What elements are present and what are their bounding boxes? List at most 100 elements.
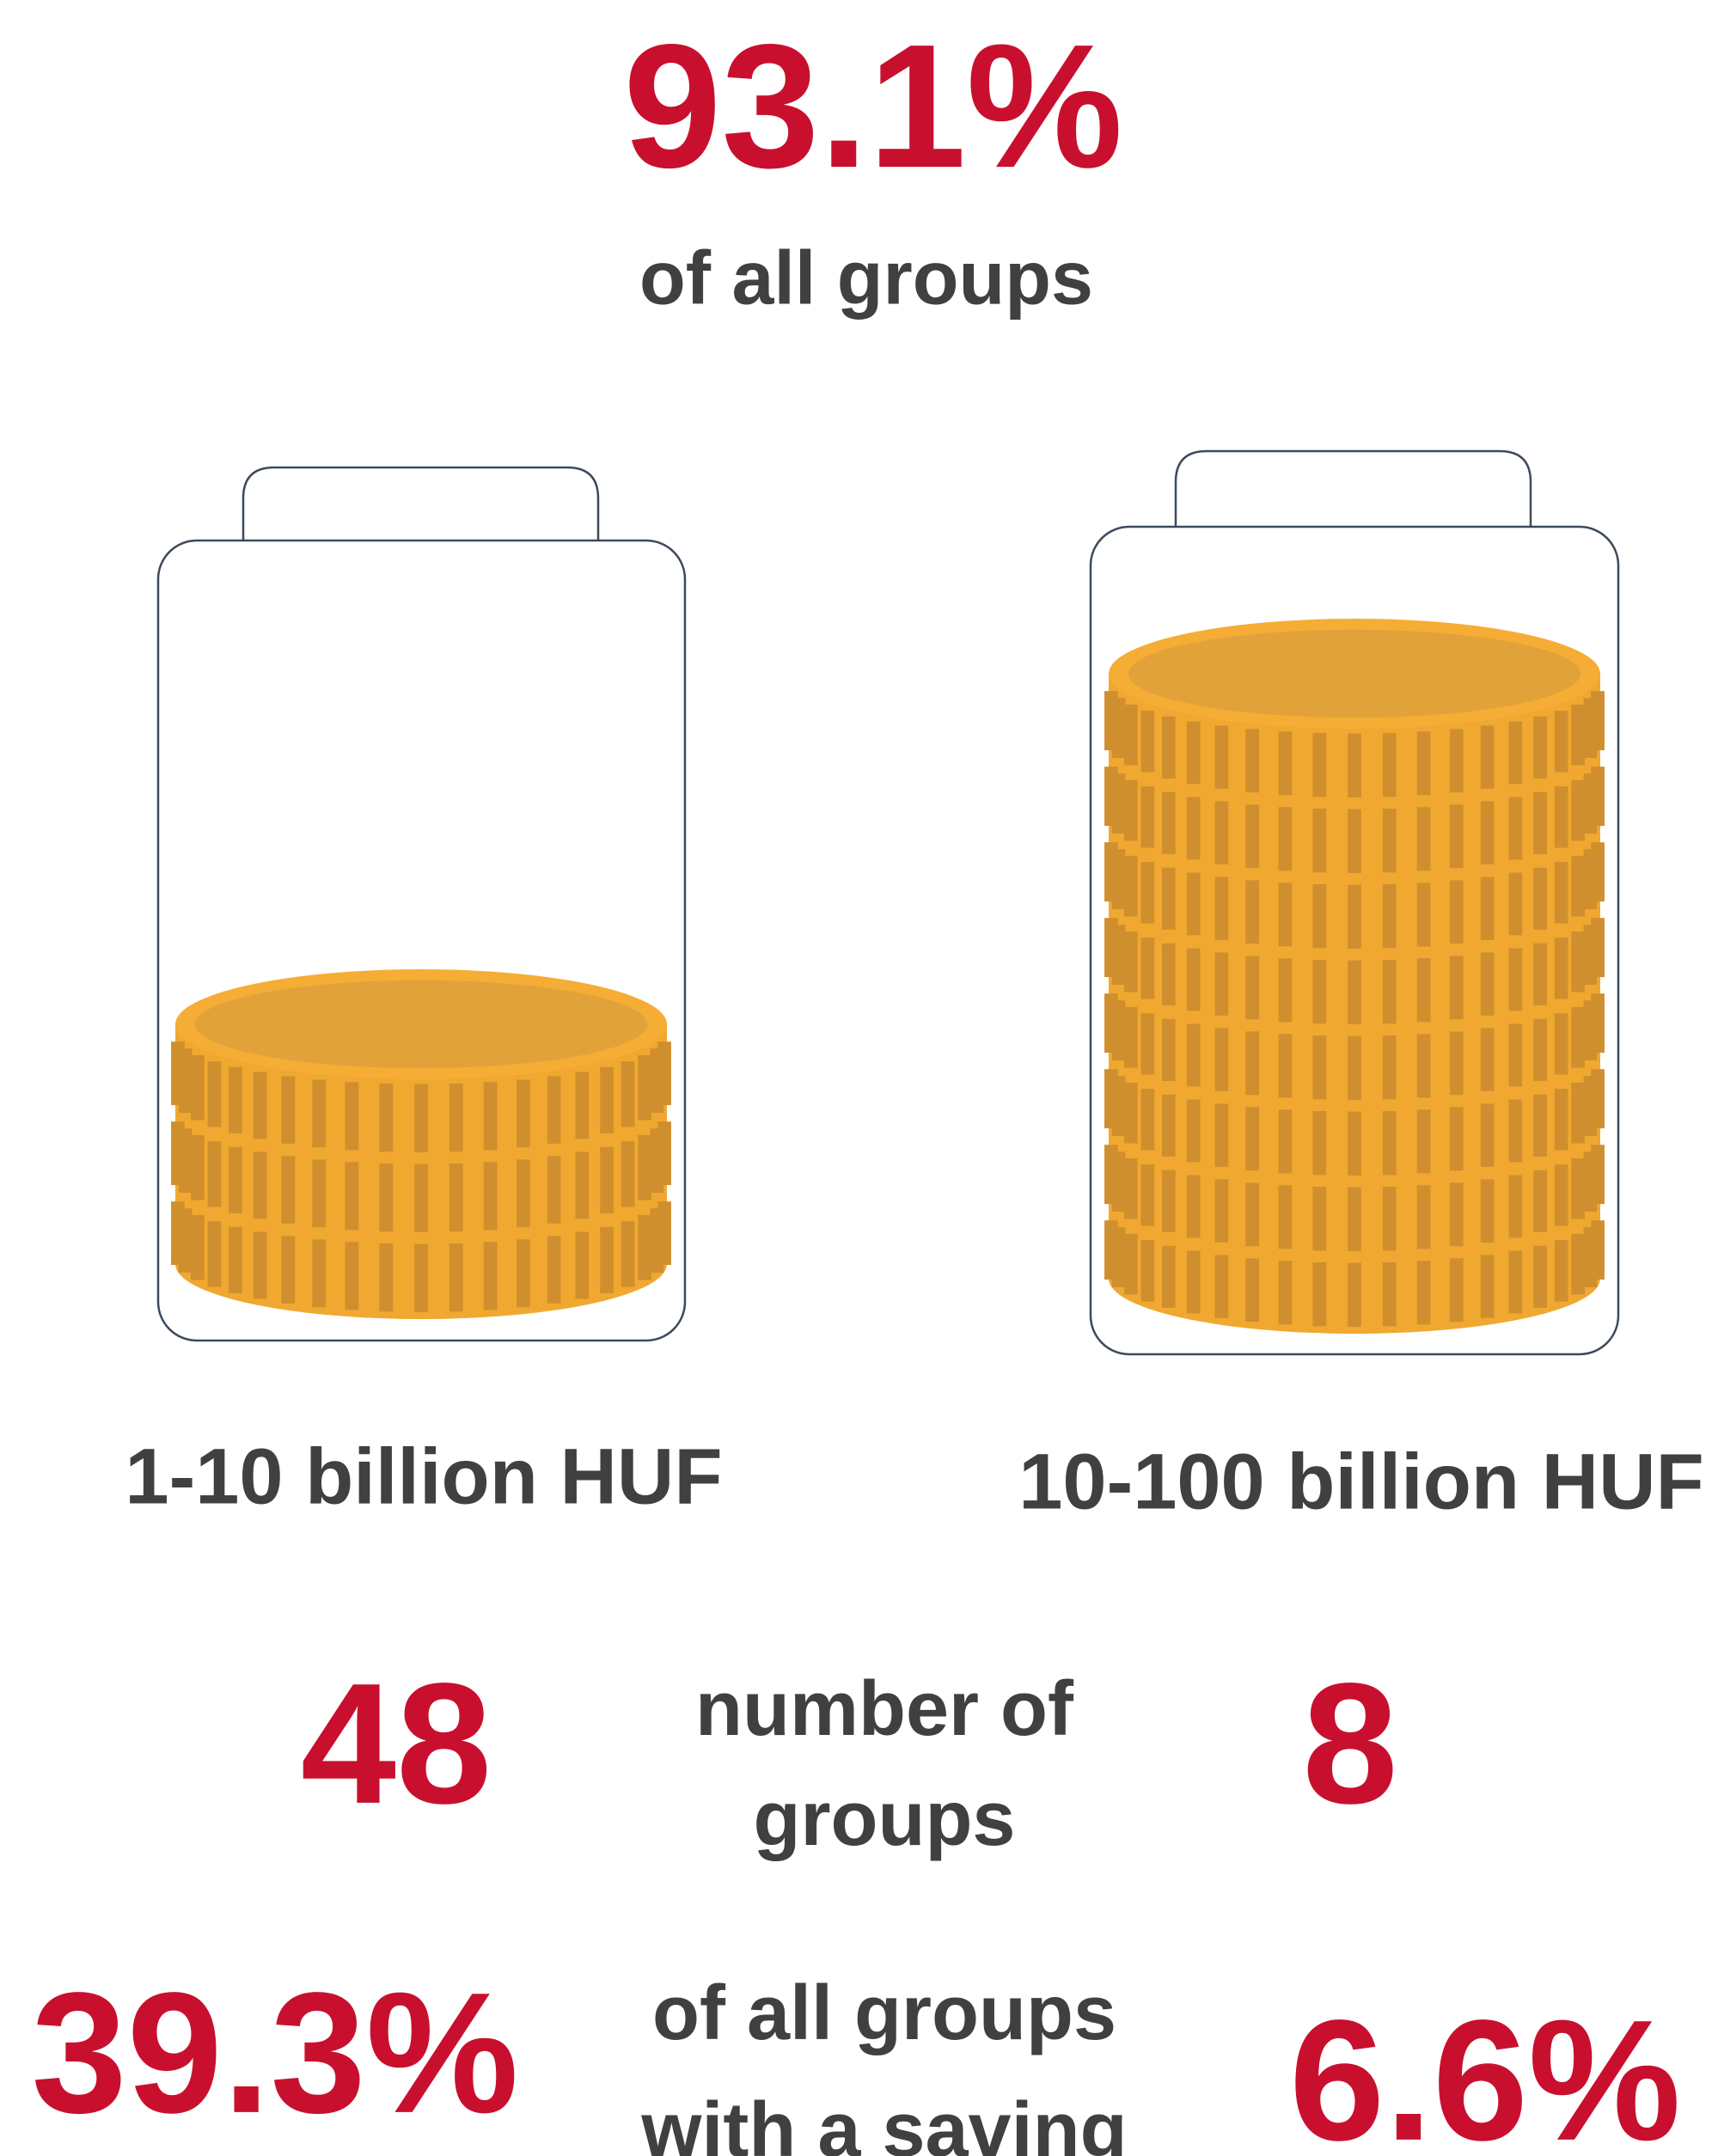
coin-ridge (1533, 944, 1547, 1005)
coin-ridge (208, 1221, 222, 1286)
coin-ridge (379, 1084, 393, 1151)
coin-ridge (1533, 1246, 1547, 1308)
coin-ridge (1481, 725, 1495, 788)
coin-ridge (1279, 883, 1293, 946)
jar-right (1091, 451, 1618, 1354)
coin-ridge (1591, 691, 1605, 750)
coin-ridge (1481, 1179, 1495, 1242)
coin-ridge (1312, 733, 1326, 797)
coin-ridge (1383, 960, 1397, 1023)
coin-ridge (1162, 944, 1176, 1005)
coin-ridge (1555, 786, 1568, 847)
coin-ridge (1508, 949, 1522, 1011)
coin-ridge (1112, 698, 1126, 758)
coin-ridge (621, 1141, 635, 1206)
coin-ridge (1162, 1170, 1176, 1232)
coin-ridge (1141, 786, 1155, 847)
coin-ridge (547, 1076, 561, 1143)
coin-ridge (1141, 1089, 1155, 1150)
coin-ridge (1215, 952, 1229, 1015)
coin-ridge (1571, 705, 1585, 766)
coin-ridge (1187, 1176, 1201, 1238)
row-value: 6.6% (1289, 1985, 1681, 2156)
coin-ridge (1555, 711, 1568, 772)
coin-ridge (1312, 1035, 1326, 1099)
coin-stack (1104, 619, 1605, 1334)
coin-ridge (1162, 717, 1176, 779)
coin-ridge (449, 1084, 463, 1151)
coin-ridge (1450, 956, 1464, 1019)
coin-ridge (1312, 809, 1326, 872)
coin-ridge (1383, 733, 1397, 797)
coin-ridge (1187, 1024, 1201, 1087)
coin-ridge (379, 1243, 393, 1311)
coin-ridge (1187, 797, 1201, 860)
coin-ridge (191, 1055, 205, 1121)
coin-ridge (414, 1244, 428, 1312)
coin-ridge (1141, 711, 1155, 772)
coin-ridge (1215, 725, 1229, 788)
coin-ridge (1348, 885, 1361, 949)
coin-ridge (1591, 918, 1605, 977)
coin-ridge (1215, 1255, 1229, 1317)
coin-ridge (1279, 958, 1293, 1022)
coin-ridge (1245, 1031, 1259, 1095)
coin-ridge (1555, 938, 1568, 999)
coin-ridge (575, 1072, 589, 1139)
coin-ridge (1215, 1028, 1229, 1090)
row-value: 8 (1302, 1648, 1397, 1840)
coin-ridge (254, 1152, 267, 1219)
coin-ridge (1112, 1076, 1126, 1136)
coin-ridge (1245, 1182, 1259, 1246)
coin-ridge (1141, 1164, 1155, 1225)
coin-ridge (191, 1135, 205, 1200)
coin-ridge (1245, 880, 1259, 944)
coin-ridge (1141, 1013, 1155, 1074)
coin-ridge (1162, 868, 1176, 930)
coin-ridge (657, 1121, 671, 1185)
coin-ridge (1417, 958, 1431, 1022)
coin-ridge (312, 1079, 326, 1147)
coin-ridge (1124, 931, 1138, 992)
coin-ridge (1112, 1151, 1126, 1212)
headline-value: 93.1% (623, 8, 1122, 205)
coin-ridge (575, 1232, 589, 1299)
coin-ridge (1279, 731, 1293, 795)
coin-ridge (1450, 804, 1464, 868)
coin-ridge (1555, 1240, 1568, 1301)
coin-ridge (1141, 1240, 1155, 1301)
coin-ridge (1348, 1036, 1361, 1100)
column-label: 10-100 billion HUF (1018, 1438, 1704, 1525)
row-label: with a saving (640, 2087, 1127, 2156)
row-value: 48 (301, 1648, 492, 1840)
coin-ridge (1481, 1255, 1495, 1317)
coin-ridge (1481, 1028, 1495, 1090)
coin-ridge (1533, 1170, 1547, 1232)
coin-ridge (1187, 949, 1201, 1011)
coin-ridge (657, 1041, 671, 1105)
coin-ridge (1112, 773, 1126, 834)
coin-ridge (1508, 873, 1522, 936)
coin-ridge (208, 1141, 222, 1206)
coin (1104, 619, 1605, 804)
coin-stack (171, 969, 671, 1319)
coin-ridge (1481, 1103, 1495, 1166)
coin-ridge (312, 1239, 326, 1307)
coin-ridge (1591, 1220, 1605, 1280)
coin-ridge (1245, 729, 1259, 792)
coin-ridge (1124, 780, 1138, 841)
coin-ridge (1450, 729, 1464, 792)
coin-ridge (1450, 880, 1464, 944)
coin-ridge (1591, 1145, 1605, 1204)
coin-ridge (484, 1242, 498, 1310)
coin-ridge (1481, 952, 1495, 1015)
coin-ridge (1571, 1158, 1585, 1219)
coin-ridge (1417, 1185, 1431, 1249)
coin-ridge (1348, 1188, 1361, 1251)
coin-ridge (1245, 1107, 1259, 1170)
coin-ridge (1279, 1109, 1293, 1173)
coin-ridge (1279, 807, 1293, 870)
coin-ridge (1571, 780, 1585, 841)
infographic: 93.1% of all groups 1-10 billion HUF 10-… (0, 0, 1718, 2156)
coin-ridge (449, 1164, 463, 1231)
